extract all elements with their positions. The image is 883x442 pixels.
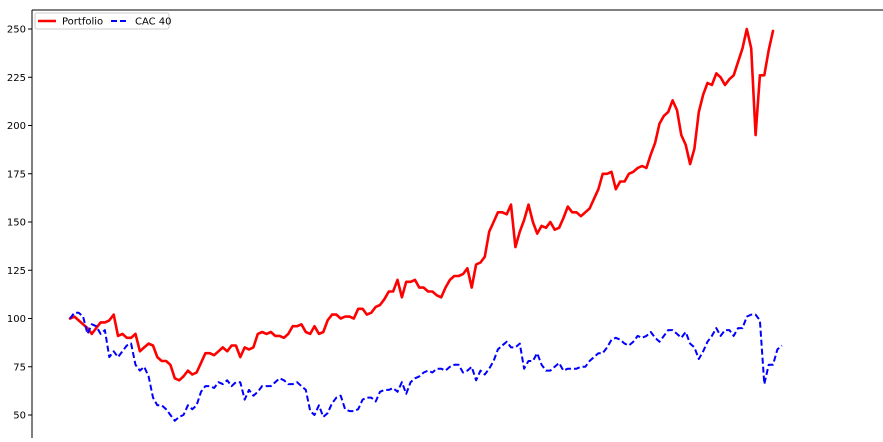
series-line-portfolio <box>68 27 775 382</box>
series-line-cac40 <box>69 311 783 422</box>
y-tick-label: 50 <box>13 411 26 422</box>
legend-label-portfolio: Portfolio <box>62 17 103 28</box>
legend-box <box>34 12 170 30</box>
y-tick-label: 175 <box>7 169 26 180</box>
y-tick-label: 200 <box>7 121 26 132</box>
y-tick-label: 125 <box>7 266 26 277</box>
y-tick-label: 225 <box>7 73 26 84</box>
series-layer <box>68 27 783 422</box>
y-tick-label: 150 <box>7 218 26 229</box>
y-tick-label: 250 <box>7 25 26 36</box>
y-tick-label: 75 <box>13 362 26 373</box>
y-tick-label: 100 <box>7 314 26 325</box>
legend: Portfolio CAC 40 <box>34 12 172 30</box>
y-axis-ticks: 50 75 100 125 150 175 200 225 250 <box>7 25 32 422</box>
legend-label-cac40: CAC 40 <box>135 17 172 28</box>
